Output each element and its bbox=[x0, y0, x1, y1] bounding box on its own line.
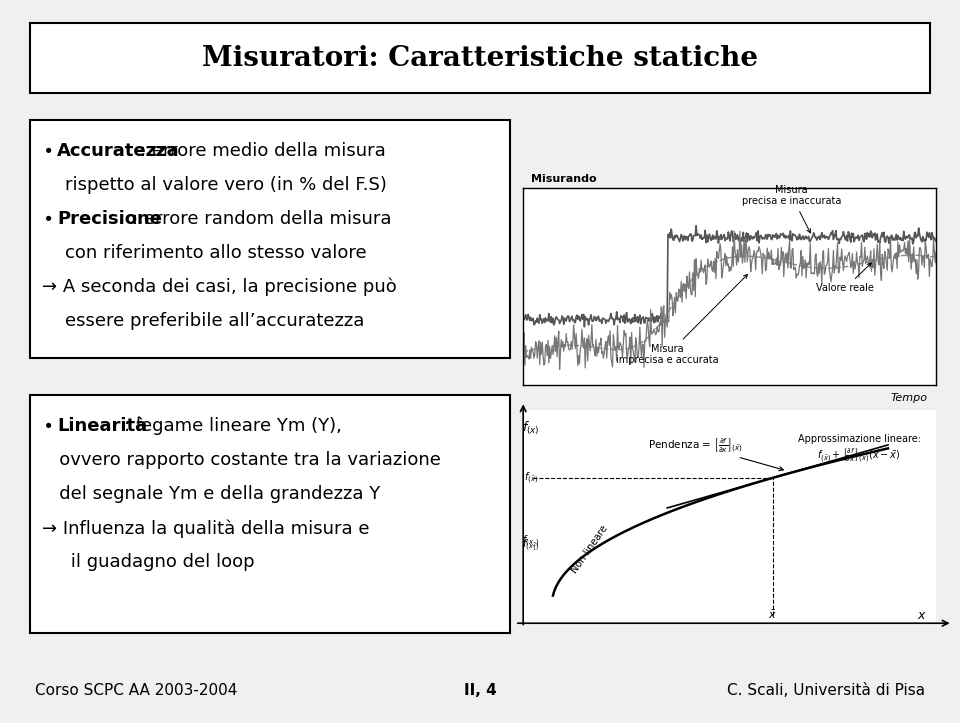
Text: Misuratori: Caratteristiche statiche: Misuratori: Caratteristiche statiche bbox=[202, 45, 758, 72]
Text: → Influenza la qualità della misura e: → Influenza la qualità della misura e bbox=[42, 519, 370, 537]
FancyBboxPatch shape bbox=[30, 23, 930, 93]
Text: C. Scali, Università di Pisa: C. Scali, Università di Pisa bbox=[727, 683, 925, 698]
Text: Misurando: Misurando bbox=[532, 174, 597, 184]
Text: II, 4: II, 4 bbox=[464, 683, 496, 698]
Text: Precisione: Precisione bbox=[57, 210, 162, 228]
Text: : legame lineare Ym (Y),: : legame lineare Ym (Y), bbox=[125, 417, 343, 435]
Text: : errore medio della misura: : errore medio della misura bbox=[139, 142, 385, 160]
FancyBboxPatch shape bbox=[30, 395, 510, 633]
Text: Corso SCPC AA 2003-2004: Corso SCPC AA 2003-2004 bbox=[35, 683, 237, 698]
Text: $f_{(x_2)}$: $f_{(x_2)}$ bbox=[522, 533, 540, 549]
Text: → A seconda dei casi, la precisione può: → A seconda dei casi, la precisione può bbox=[42, 278, 396, 296]
Text: Pendenza = $\left[\frac{\partial f}{\partial x}\right]_{(\bar{x})}$: Pendenza = $\left[\frac{\partial f}{\par… bbox=[648, 436, 783, 471]
Text: Misura
imprecisa e accurata: Misura imprecisa e accurata bbox=[616, 275, 748, 365]
Text: Linearità: Linearità bbox=[57, 417, 147, 435]
Text: Approssimazione lineare:
$f_{(\bar{x})}+\left[\frac{\partial f}{\partial x}\righ: Approssimazione lineare: $f_{(\bar{x})}+… bbox=[798, 434, 921, 464]
Text: $f_{(x_1)}$: $f_{(x_1)}$ bbox=[522, 537, 540, 553]
Text: Valore reale: Valore reale bbox=[816, 263, 875, 294]
Text: Non lineare: Non lineare bbox=[569, 523, 610, 576]
Text: $\bar{x}$: $\bar{x}$ bbox=[768, 609, 778, 621]
Text: Tempo: Tempo bbox=[891, 393, 927, 403]
Text: ovvero rapporto costante tra la variazione: ovvero rapporto costante tra la variazio… bbox=[42, 451, 441, 469]
Text: del segnale Ym e della grandezza Y: del segnale Ym e della grandezza Y bbox=[42, 485, 380, 503]
Text: Misura
precisa e inaccurata: Misura precisa e inaccurata bbox=[742, 185, 841, 233]
Text: con riferimento allo stesso valore: con riferimento allo stesso valore bbox=[42, 244, 367, 262]
Text: $f_{(\bar{x})}$: $f_{(\bar{x})}$ bbox=[524, 470, 538, 486]
Text: essere preferibile all’accuratezza: essere preferibile all’accuratezza bbox=[42, 312, 365, 330]
Text: $\bullet$: $\bullet$ bbox=[42, 210, 56, 228]
Text: $x$: $x$ bbox=[917, 609, 926, 623]
Text: $f_{(x)}$: $f_{(x)}$ bbox=[522, 420, 540, 437]
Text: $\bullet$: $\bullet$ bbox=[42, 142, 56, 160]
Text: $\bullet$: $\bullet$ bbox=[42, 417, 56, 435]
Text: : errore random della misura: : errore random della misura bbox=[132, 210, 392, 228]
Text: rispetto al valore vero (in % del F.S): rispetto al valore vero (in % del F.S) bbox=[42, 176, 387, 194]
FancyBboxPatch shape bbox=[30, 120, 510, 358]
Text: Accuratezza: Accuratezza bbox=[57, 142, 180, 160]
Text: il guadagno del loop: il guadagno del loop bbox=[42, 553, 254, 571]
